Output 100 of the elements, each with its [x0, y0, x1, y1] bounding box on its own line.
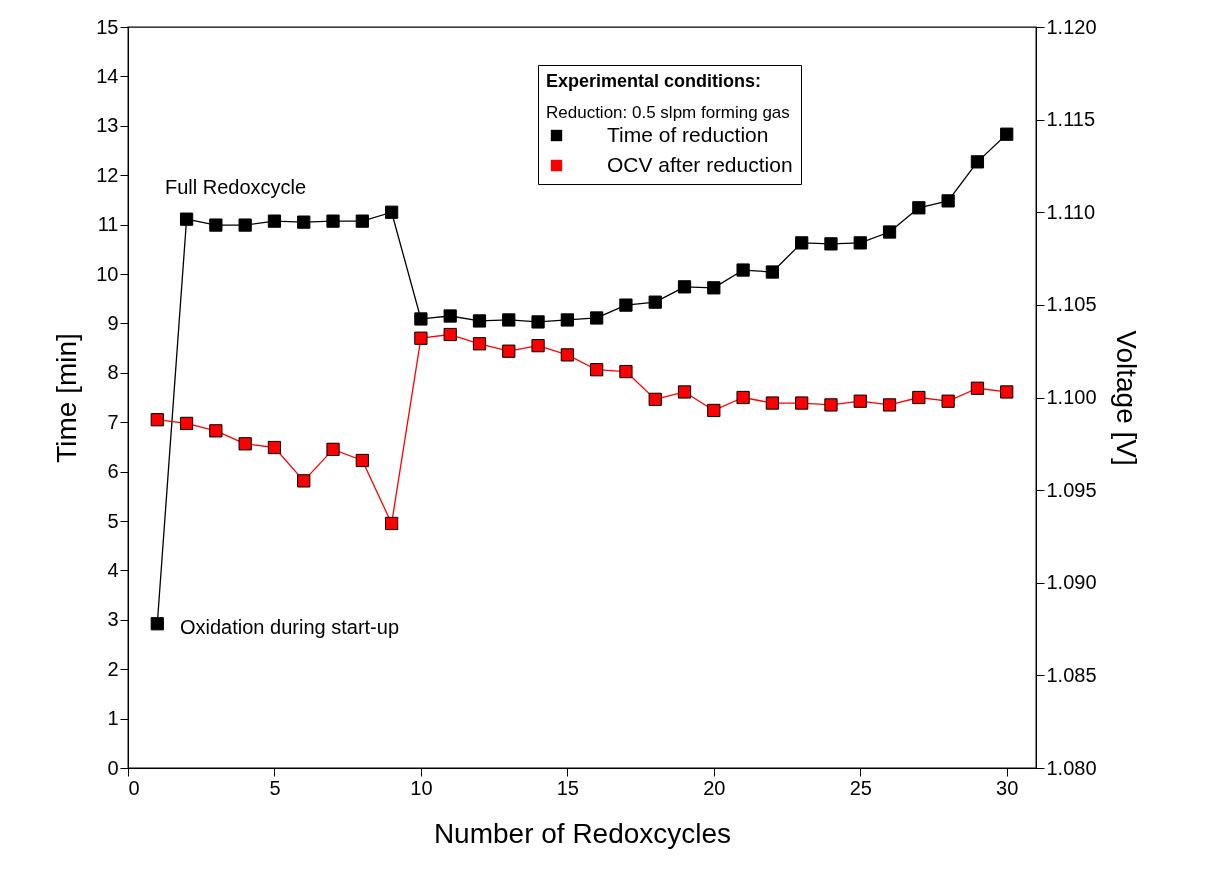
- y-axis-title: Time [min]: [51, 333, 83, 463]
- point: [384, 516, 399, 531]
- point: [648, 295, 662, 309]
- point: [619, 298, 633, 312]
- point: [355, 453, 369, 468]
- x-tick-label: 30: [996, 776, 1019, 799]
- annotation: Reduction: 0.5 slpm forming gas: [546, 103, 790, 122]
- legend-label: OCV after reduction: [607, 152, 793, 176]
- point: [531, 315, 545, 329]
- point: [209, 424, 223, 438]
- point: [560, 313, 574, 327]
- point: [384, 205, 399, 219]
- point: [297, 474, 311, 488]
- point: [912, 201, 926, 215]
- point: [882, 398, 897, 412]
- point: [853, 394, 867, 408]
- point: [912, 390, 926, 405]
- y-tick-label: 10: [96, 262, 119, 285]
- point: [502, 344, 516, 358]
- y-tick-label: 1: [107, 707, 119, 730]
- point: [707, 403, 721, 418]
- point: [355, 214, 369, 228]
- y-tick-label: 2: [107, 657, 119, 680]
- point: [941, 194, 955, 208]
- point: [853, 236, 867, 250]
- y-tick-label: 14: [96, 64, 119, 87]
- point: [502, 313, 516, 327]
- legend-title: Experimental conditions:: [546, 71, 762, 91]
- point: [414, 331, 428, 345]
- y2-tick-label: 1.090: [1046, 571, 1097, 594]
- point: [443, 327, 457, 342]
- point: [209, 218, 223, 232]
- point: [677, 280, 692, 294]
- y-tick-label: 4: [107, 558, 119, 581]
- y2-tick-label: 1.120: [1046, 15, 1097, 38]
- point: [795, 236, 809, 250]
- point: [531, 339, 545, 353]
- y2-tick-label: 1.115: [1046, 108, 1096, 131]
- y-tick-label: 7: [107, 410, 119, 433]
- annotation: Oxidation during start-up: [180, 616, 400, 638]
- point: [765, 265, 780, 279]
- point: [707, 281, 721, 295]
- y-tick-label: 12: [96, 163, 119, 186]
- y-tick-label: 3: [107, 608, 119, 631]
- point: [941, 394, 955, 408]
- y2-tick-label: 1.105: [1046, 293, 1097, 316]
- x-tick-label: 20: [703, 776, 726, 799]
- y2-axis-title: Voltage [V]: [1110, 330, 1142, 466]
- annotation: Full Redoxcycle: [165, 176, 307, 198]
- point: [619, 364, 633, 379]
- point: [970, 381, 985, 395]
- y-tick-label: 8: [107, 361, 119, 384]
- point: [179, 212, 194, 226]
- point: [648, 392, 662, 406]
- point: [765, 396, 780, 410]
- point: [326, 442, 340, 456]
- point: [736, 390, 750, 405]
- y2-tick-label: 1.100: [1046, 386, 1097, 408]
- point: [472, 337, 487, 351]
- point: [677, 385, 692, 399]
- point: [970, 155, 985, 169]
- point: [882, 225, 897, 239]
- y2-tick-label: 1.085: [1046, 663, 1097, 686]
- point: [267, 440, 282, 455]
- point: [590, 363, 604, 377]
- point: [238, 218, 252, 232]
- x-tick-label: 25: [849, 776, 872, 799]
- point: [824, 237, 838, 251]
- point: [1000, 127, 1014, 141]
- y2-tick-label: 1.095: [1046, 478, 1097, 501]
- point: [736, 263, 750, 277]
- point: [150, 413, 164, 427]
- point: [326, 214, 340, 228]
- legend-label: Time of reduction: [607, 122, 769, 146]
- y2-tick-label: 1.110: [1046, 200, 1096, 223]
- point: [560, 348, 574, 362]
- point: [443, 309, 457, 323]
- point: [1000, 385, 1014, 399]
- y-tick-label: 5: [107, 509, 119, 532]
- x-tick-label: 10: [410, 776, 433, 799]
- y2-tick-label: 1.080: [1046, 756, 1097, 779]
- y-tick-label: 9: [107, 311, 119, 334]
- point: [150, 617, 164, 631]
- point: [297, 215, 311, 229]
- y-tick-label: 6: [107, 460, 119, 483]
- point: [238, 437, 252, 451]
- y-tick-label: 15: [96, 15, 119, 38]
- y-tick-label: 11: [97, 213, 119, 236]
- point: [179, 416, 194, 431]
- x-axis-title: Number of Redoxcycles: [433, 817, 732, 849]
- x-tick-label: 15: [556, 776, 579, 799]
- y-tick-label: 0: [107, 756, 119, 779]
- point: [824, 398, 838, 412]
- x-tick-label: 0: [128, 776, 140, 799]
- point: [795, 396, 809, 410]
- y-tick-label: 13: [96, 114, 119, 137]
- point: [267, 214, 282, 228]
- point: [414, 312, 428, 326]
- x-tick-label: 5: [269, 776, 281, 799]
- point: [590, 311, 604, 325]
